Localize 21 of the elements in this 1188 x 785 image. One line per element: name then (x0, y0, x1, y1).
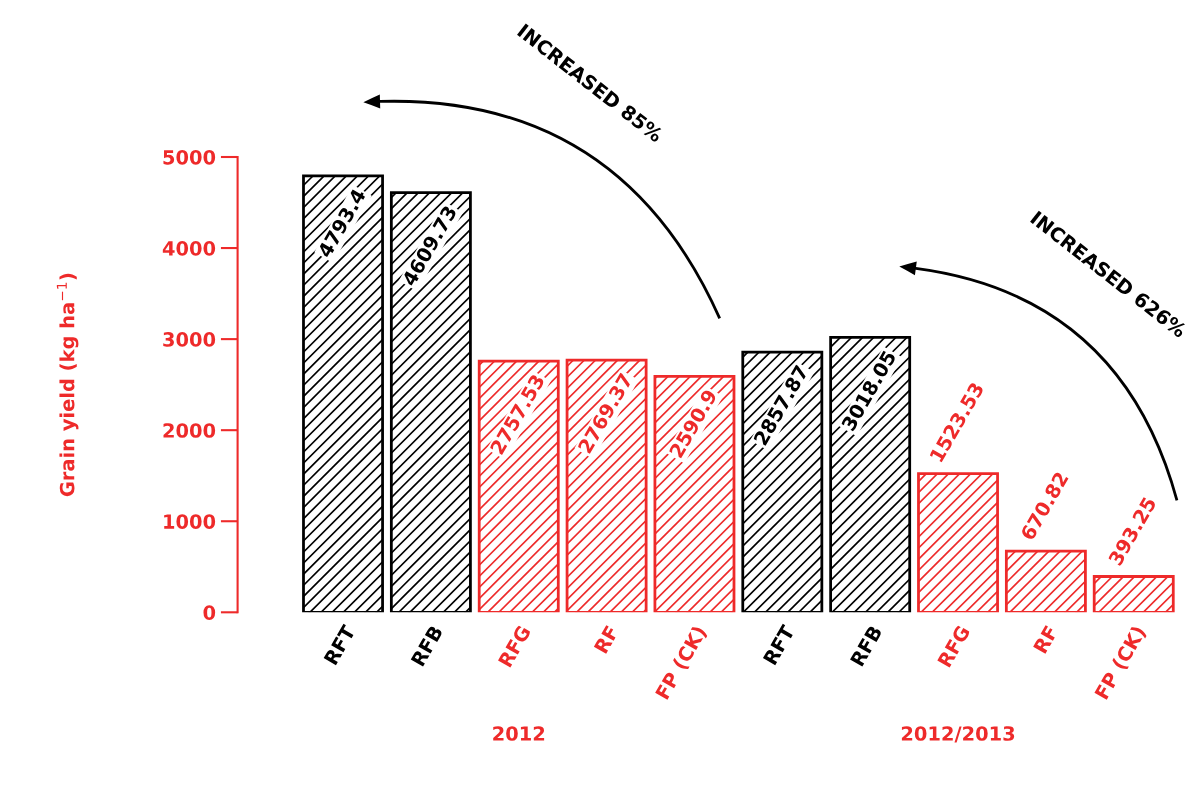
y-axis-title: Grain yield (kg ha$^{−1}$) (56, 273, 79, 497)
bar (829, 336, 912, 613)
x-tick-label: RF (1033, 625, 1058, 654)
y-tick-label: 0 (203, 605, 216, 620)
bar (565, 358, 648, 613)
bar (477, 359, 560, 613)
bar (741, 350, 824, 613)
x-tick-label: RF (593, 625, 619, 654)
text: 2012/2013 (901, 726, 1015, 743)
bar (917, 472, 999, 613)
bar (653, 374, 736, 613)
y-tick-label: 1000 (164, 514, 216, 529)
bar (1004, 549, 1087, 613)
y-tick-label: 3000 (163, 332, 216, 347)
bar (302, 174, 384, 613)
y-tick-label: 4000 (162, 241, 216, 256)
y-tick-label: 2000 (163, 423, 216, 438)
y-tick-label: 5000 (163, 149, 216, 165)
bar (389, 191, 472, 613)
text: 2012 (493, 726, 545, 741)
bar (1092, 575, 1175, 613)
